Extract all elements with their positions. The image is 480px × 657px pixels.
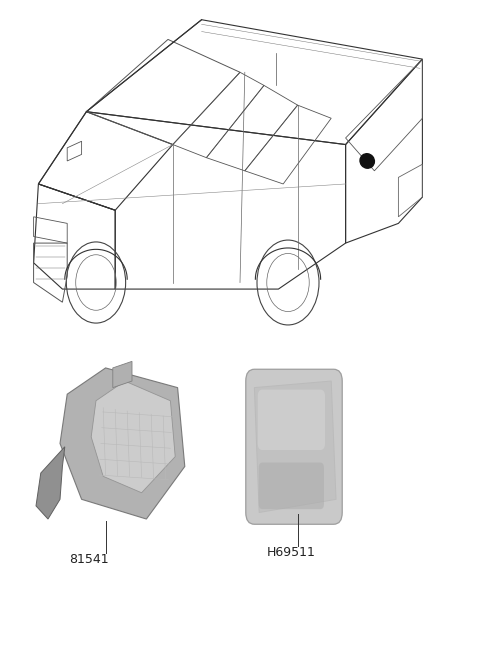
Polygon shape [60, 368, 185, 519]
Polygon shape [113, 361, 132, 388]
Text: H69511: H69511 [266, 547, 315, 560]
Polygon shape [254, 381, 336, 512]
FancyBboxPatch shape [246, 369, 342, 524]
Polygon shape [91, 381, 175, 493]
Polygon shape [36, 447, 65, 519]
FancyBboxPatch shape [258, 390, 325, 450]
Text: 81541: 81541 [70, 553, 109, 566]
Ellipse shape [360, 154, 374, 168]
FancyBboxPatch shape [259, 463, 324, 509]
